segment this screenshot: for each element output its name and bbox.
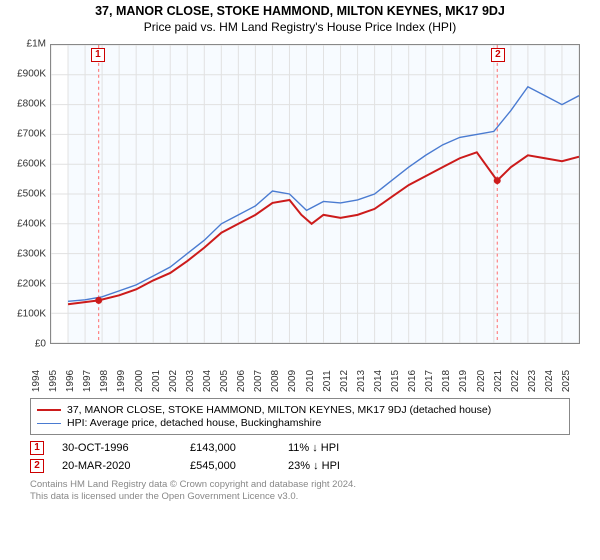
y-tick-label: £700K bbox=[17, 129, 46, 140]
x-tick-label: 2025 bbox=[561, 370, 599, 392]
footer: Contains HM Land Registry data © Crown c… bbox=[30, 479, 570, 503]
marker-badge-2: 2 bbox=[30, 459, 44, 473]
y-tick-label: £900K bbox=[17, 69, 46, 80]
transactions-table: 1 30-OCT-1996 £143,000 11% ↓ HPI 2 20-MA… bbox=[30, 441, 570, 473]
y-tick-label: £1M bbox=[27, 39, 46, 50]
y-tick-label: £400K bbox=[17, 219, 46, 230]
y-tick-label: £0 bbox=[35, 339, 46, 350]
footer-line1: Contains HM Land Registry data © Crown c… bbox=[30, 479, 570, 491]
tx-price: £143,000 bbox=[190, 442, 270, 454]
tx-diff: 11% ↓ HPI bbox=[288, 442, 398, 454]
table-row: 1 30-OCT-1996 £143,000 11% ↓ HPI bbox=[30, 441, 570, 455]
chart-marker-1: 1 bbox=[91, 48, 105, 62]
y-tick-label: £600K bbox=[17, 159, 46, 170]
y-tick-label: £800K bbox=[17, 99, 46, 110]
legend-label: 37, MANOR CLOSE, STOKE HAMMOND, MILTON K… bbox=[67, 404, 491, 416]
tx-date: 30-OCT-1996 bbox=[62, 442, 172, 454]
tx-price: £545,000 bbox=[190, 460, 270, 472]
page-title-line1: 37, MANOR CLOSE, STOKE HAMMOND, MILTON K… bbox=[0, 4, 600, 18]
y-tick-label: £100K bbox=[17, 309, 46, 320]
footer-line2: This data is licensed under the Open Gov… bbox=[30, 491, 570, 503]
title-block: 37, MANOR CLOSE, STOKE HAMMOND, MILTON K… bbox=[0, 0, 600, 34]
y-tick-label: £300K bbox=[17, 249, 46, 260]
marker-badge-1: 1 bbox=[30, 441, 44, 455]
tx-diff: 23% ↓ HPI bbox=[288, 460, 398, 472]
legend-swatch bbox=[37, 423, 61, 424]
line-chart: £0 £100K £200K £300K £400K £500K £600K £700K £80… bbox=[0, 34, 600, 394]
chart-marker-2: 2 bbox=[491, 48, 505, 62]
tx-date: 20-MAR-2020 bbox=[62, 460, 172, 472]
legend: 37, MANOR CLOSE, STOKE HAMMOND, MILTON K… bbox=[30, 398, 570, 435]
legend-label: HPI: Average price, detached house, Buck… bbox=[67, 417, 321, 429]
y-tick-label: £500K bbox=[17, 189, 46, 200]
table-row: 2 20-MAR-2020 £545,000 23% ↓ HPI bbox=[30, 459, 570, 473]
plot-area bbox=[50, 44, 580, 344]
page-title-line2: Price paid vs. HM Land Registry's House … bbox=[0, 20, 600, 34]
y-tick-label: £200K bbox=[17, 279, 46, 290]
legend-item-property: 37, MANOR CLOSE, STOKE HAMMOND, MILTON K… bbox=[37, 404, 563, 416]
legend-item-hpi: HPI: Average price, detached house, Buck… bbox=[37, 417, 563, 429]
legend-swatch bbox=[37, 409, 61, 411]
